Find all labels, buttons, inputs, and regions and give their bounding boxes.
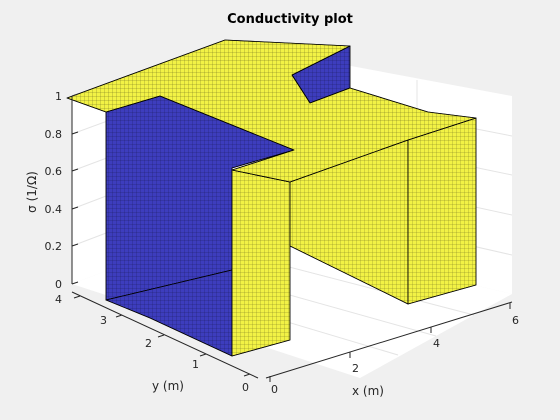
x-tick-label: 0 xyxy=(271,383,278,396)
x-axis-label: x (m) xyxy=(352,384,384,398)
z-tick-label: 0.2 xyxy=(45,240,63,253)
x-tick-label: 4 xyxy=(433,337,440,350)
front-wall-right-grid xyxy=(407,117,477,305)
y-axis-line xyxy=(71,291,259,379)
y-tick-label: 3 xyxy=(100,314,107,327)
z-tick-label: 1 xyxy=(55,90,62,103)
y-tick-label: 4 xyxy=(55,293,62,306)
top-surface-grid xyxy=(66,39,477,183)
z-axis-label: σ (1/Ω) xyxy=(25,171,39,213)
z-tick-label: 0.6 xyxy=(45,165,63,178)
tick-marks xyxy=(71,93,511,382)
z-tick-label: 0 xyxy=(55,278,62,291)
y-tick-label: 1 xyxy=(192,358,199,371)
surface xyxy=(66,39,477,357)
y-tick-label: 0 xyxy=(242,381,249,394)
x-tick-label: 6 xyxy=(512,314,519,327)
y-axis-label: y (m) xyxy=(152,379,184,393)
z-tick-label: 0.8 xyxy=(45,128,63,141)
front-wall-left-grid xyxy=(231,169,291,357)
y-tick-label: 2 xyxy=(145,337,152,350)
axis-lines xyxy=(71,96,513,379)
z-tick-label: 0.4 xyxy=(45,203,63,216)
x-tick-label: 2 xyxy=(352,362,359,375)
x-axis-line xyxy=(265,301,513,379)
chart-title: Conductivity plot xyxy=(227,12,353,27)
